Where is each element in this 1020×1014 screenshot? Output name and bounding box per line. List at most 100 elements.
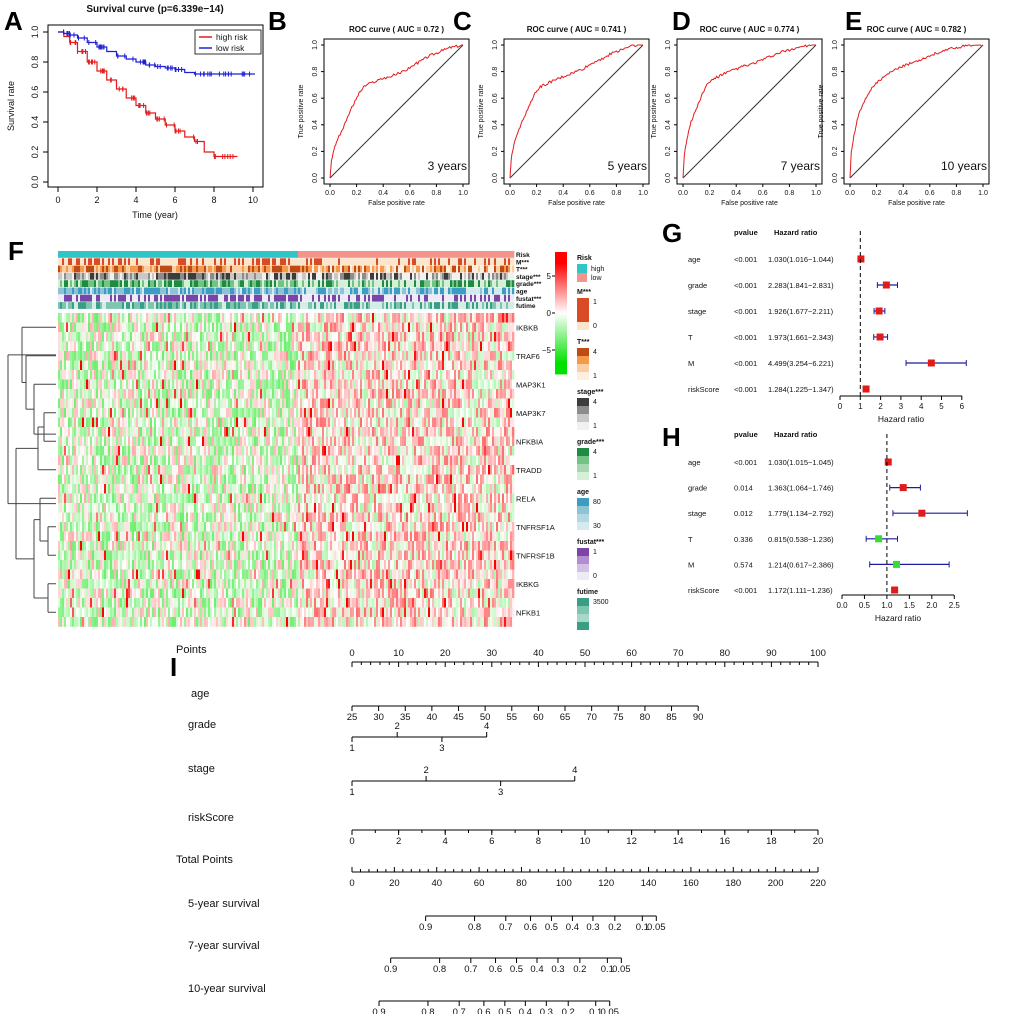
- heatmap-cell: [64, 322, 67, 333]
- heatmap-cell: [146, 341, 149, 352]
- heatmap-cell: [144, 341, 147, 352]
- heatmap-cell: [344, 332, 347, 342]
- annotation-cell: [512, 258, 515, 266]
- annotation-cell: [462, 302, 465, 309]
- heatmap-cell: [80, 341, 83, 352]
- annotation-cell: [250, 302, 253, 309]
- annotation-cell: [230, 280, 233, 287]
- annotation-cell: [350, 272, 353, 280]
- annotation-cell: [180, 258, 183, 266]
- heatmap-cell: [124, 417, 127, 428]
- annotation-cell: [62, 272, 65, 280]
- annotation-cell: [316, 265, 319, 273]
- annotation-cell: [228, 258, 231, 266]
- heatmap-cell: [472, 360, 475, 371]
- annotation-cell: [356, 251, 359, 258]
- annotation-cell: [144, 280, 147, 287]
- heatmap-cell: [398, 341, 401, 352]
- heatmap-cell: [480, 313, 483, 323]
- heatmap-cell: [190, 360, 193, 371]
- survival-ytick-label: 0.4: [30, 116, 40, 129]
- heatmap-cell: [316, 408, 319, 418]
- heatmap-cell: [262, 322, 265, 333]
- heatmap-cell: [248, 379, 251, 390]
- roc-xtick-label: 0.0: [325, 190, 335, 197]
- heatmap-cell: [278, 360, 281, 371]
- heatmap-cell: [64, 379, 67, 390]
- annotation-cell: [222, 265, 225, 273]
- annotation-cell: [290, 280, 293, 287]
- roc-ytick-label: 0.4: [665, 120, 672, 130]
- heatmap-cell: [394, 408, 397, 418]
- heatmap-cell: [64, 360, 67, 371]
- annotation-cell: [374, 272, 377, 280]
- annotation-cell: [296, 280, 299, 287]
- heatmap-cell: [110, 408, 113, 418]
- heatmap-cell: [200, 408, 203, 418]
- heatmap-cell: [422, 417, 425, 428]
- heatmap-cell: [354, 341, 357, 352]
- heatmap-cell: [148, 351, 151, 361]
- heatmap-cell: [86, 360, 89, 371]
- annotation-cell: [436, 265, 439, 273]
- annotation-cell: [410, 287, 413, 295]
- heatmap-cell: [370, 351, 373, 361]
- heatmap-cell: [466, 398, 469, 409]
- heatmap-cell: [216, 341, 219, 352]
- heatmap-cell: [116, 408, 119, 418]
- heatmap-cell: [274, 360, 277, 371]
- heatmap-cell: [346, 389, 349, 399]
- heatmap-cell: [280, 351, 283, 361]
- heatmap-cell: [176, 313, 179, 323]
- gene-label: TRAF6: [516, 352, 540, 361]
- annotation-cell: [212, 258, 215, 266]
- annotation-cell: [78, 280, 81, 287]
- heatmap-cell: [296, 417, 299, 428]
- heatmap-cell: [508, 351, 511, 361]
- annotation-cell: [462, 265, 465, 273]
- annotation-cell: [298, 287, 301, 295]
- annotation-cell: [70, 287, 73, 295]
- heatmap-cell: [348, 313, 351, 323]
- annotation-cell: [272, 265, 275, 273]
- heatmap-cell: [330, 341, 333, 352]
- annotation-cell: [64, 251, 67, 258]
- heatmap-cell: [346, 408, 349, 418]
- heatmap-cell: [116, 379, 119, 390]
- annotation-cell: [62, 265, 65, 273]
- annotation-cell: [90, 294, 93, 302]
- heatmap-cell: [138, 436, 141, 447]
- heatmap-cell: [120, 408, 123, 418]
- heatmap-cell: [230, 370, 233, 380]
- annotation-cell: [294, 294, 297, 302]
- heatmap-cell: [136, 436, 139, 447]
- heatmap-cell: [310, 313, 313, 323]
- heatmap-cell: [292, 389, 295, 399]
- heatmap-cell: [352, 313, 355, 323]
- heatmap-cell: [112, 351, 115, 361]
- heatmap-cell: [306, 389, 309, 399]
- heatmap-cell: [508, 341, 511, 352]
- heatmap-cell: [376, 332, 379, 342]
- annotation-cell: [172, 287, 175, 295]
- heatmap-cell: [74, 398, 77, 409]
- annotation-cell: [362, 280, 365, 287]
- annotation-cell: [268, 280, 271, 287]
- roc-xtick-label: 0.6: [925, 190, 935, 197]
- annotation-cell: [414, 294, 417, 302]
- annotation-cell: [446, 258, 449, 266]
- annotation-cell: [484, 294, 487, 302]
- heatmap-cell: [182, 417, 185, 428]
- roc-xtick-label: 0.6: [758, 190, 768, 197]
- heatmap-cell: [70, 436, 73, 447]
- annotation-cell: [390, 294, 393, 302]
- heatmap-cell: [250, 370, 253, 380]
- annotation-cell: [350, 251, 353, 258]
- heatmap-cell: [126, 360, 129, 371]
- survival-ytick-label: 0.2: [30, 146, 40, 159]
- annotation-cell: [156, 258, 159, 266]
- heatmap-cell: [108, 398, 111, 409]
- heatmap-cell: [430, 398, 433, 409]
- annotation-cell: [374, 294, 377, 302]
- annotation-cell: [114, 294, 117, 302]
